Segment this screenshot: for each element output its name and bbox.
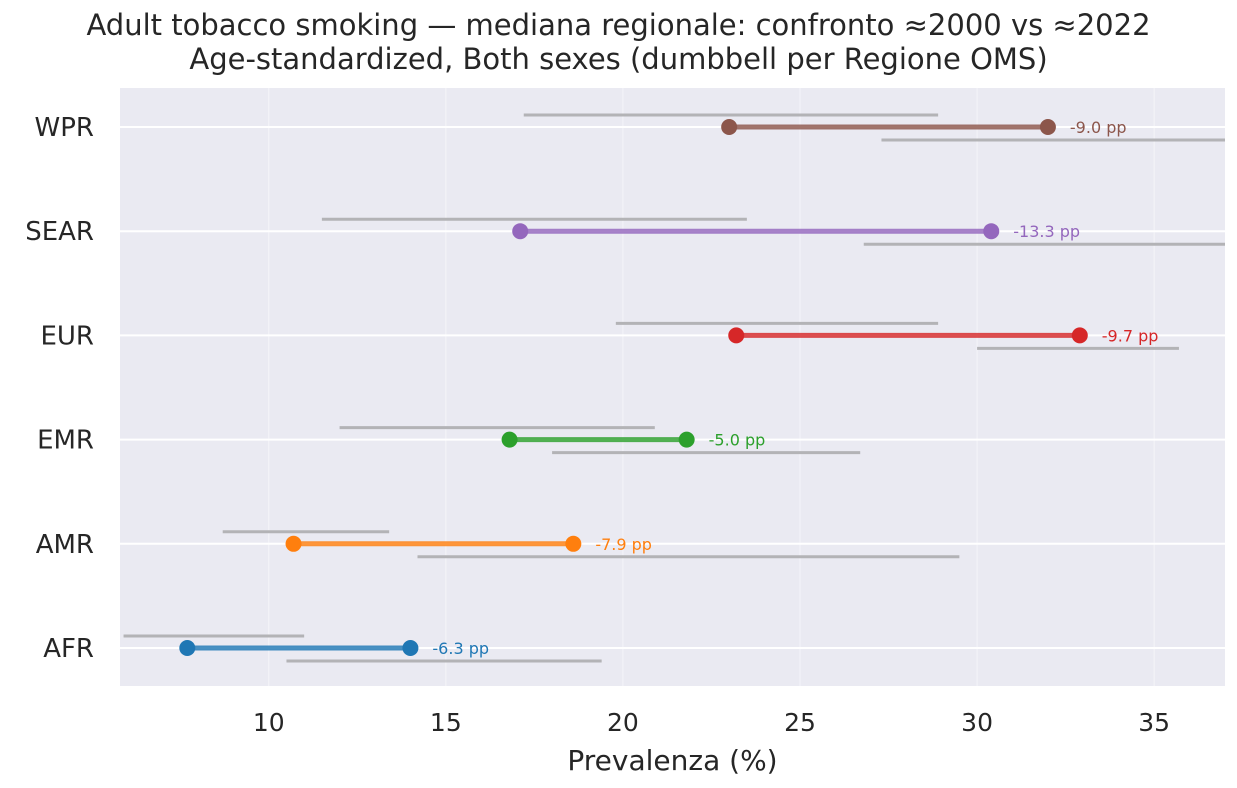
point-2022-eur bbox=[728, 327, 745, 344]
point-2022-afr bbox=[179, 640, 196, 656]
y-tick-label: AFR bbox=[43, 634, 94, 664]
chart-subtitle: Age-standardized, Both sexes (dumbbell p… bbox=[189, 42, 1048, 76]
y-tick-label: WPR bbox=[35, 113, 94, 143]
delta-label-amr: -7.9 pp bbox=[595, 535, 652, 554]
x-axis-label: Prevalenza (%) bbox=[567, 744, 777, 777]
point-2000-eur bbox=[1071, 327, 1088, 344]
point-2000-sear bbox=[983, 223, 1000, 240]
delta-label-emr: -5.0 pp bbox=[709, 431, 766, 450]
point-2022-amr bbox=[285, 535, 302, 552]
point-2000-amr bbox=[565, 535, 582, 552]
x-tick-label: 20 bbox=[607, 708, 639, 737]
point-2000-afr bbox=[402, 640, 419, 656]
x-tick-label: 15 bbox=[430, 708, 462, 737]
point-2000-wpr bbox=[1039, 119, 1056, 135]
point-2000-emr bbox=[678, 431, 695, 448]
x-tick-label: 25 bbox=[784, 708, 816, 737]
point-2022-sear bbox=[512, 223, 529, 240]
x-tick-label: 30 bbox=[961, 708, 993, 737]
chart-title: Adult tobacco smoking — mediana regional… bbox=[86, 8, 1151, 42]
plot-area bbox=[120, 88, 1225, 686]
y-tick-label: SEAR bbox=[25, 217, 94, 247]
point-2022-wpr bbox=[721, 119, 738, 135]
delta-label-eur: -9.7 pp bbox=[1102, 326, 1159, 345]
delta-label-afr: -6.3 pp bbox=[432, 639, 489, 658]
x-tick-label: 10 bbox=[253, 708, 285, 737]
x-tick-label: 35 bbox=[1138, 708, 1170, 737]
y-tick-label: EMR bbox=[37, 426, 94, 456]
delta-label-wpr: -9.0 pp bbox=[1070, 118, 1127, 137]
delta-label-sear: -13.3 pp bbox=[1013, 222, 1080, 241]
y-tick-label: EUR bbox=[40, 321, 94, 351]
point-2022-emr bbox=[501, 431, 518, 448]
y-tick-label: AMR bbox=[36, 530, 94, 560]
